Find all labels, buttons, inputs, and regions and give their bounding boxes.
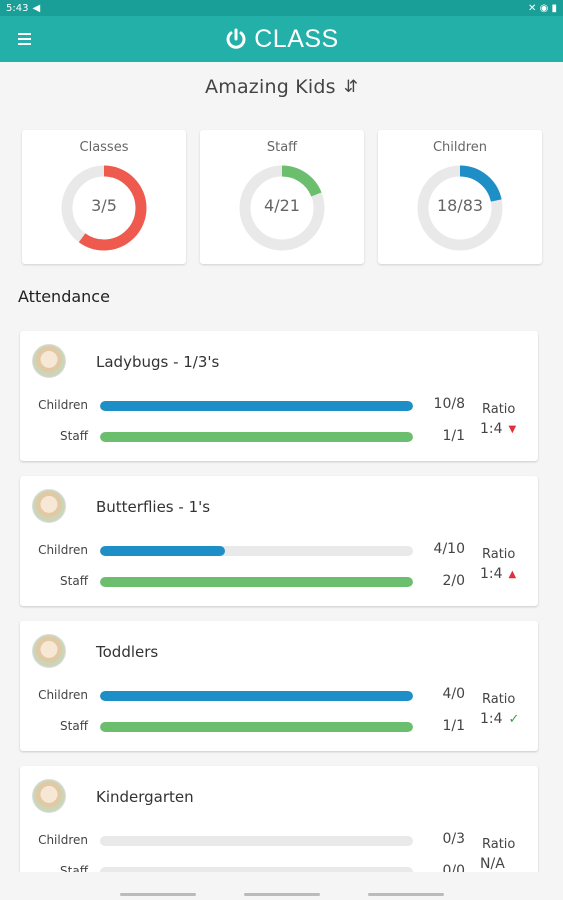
donut-chart xyxy=(239,165,325,251)
class-card[interactable]: Toddlers Children 4/0 Staff 1/1 Ratio 1:… xyxy=(20,621,538,751)
staff-bar xyxy=(100,577,413,587)
staff-bar-fill xyxy=(100,722,413,732)
ratio-label: Ratio xyxy=(482,547,516,562)
ratio-label: Ratio xyxy=(482,837,516,852)
class-avatar xyxy=(32,344,66,378)
ratio-down-icon: ▼ xyxy=(508,423,517,435)
stat-value: 4/21 xyxy=(264,196,300,215)
power-icon xyxy=(226,28,246,49)
stat-label: Children xyxy=(432,140,488,155)
staff-count: 2/0 xyxy=(442,573,465,589)
children-label: Children xyxy=(38,398,88,412)
donut-arc xyxy=(61,165,147,251)
children-label: Children xyxy=(38,543,88,557)
ratio-up-icon: ▲ xyxy=(508,568,517,580)
children-count: 10/8 xyxy=(433,396,465,412)
stat-card-staff[interactable]: Staff 4/21 xyxy=(200,130,364,264)
stat-card-children[interactable]: Children 18/83 xyxy=(378,130,542,264)
ratio-text: 1:4 xyxy=(480,421,503,437)
app-title: CLASS xyxy=(254,24,339,53)
class-avatar xyxy=(32,489,66,523)
children-bar xyxy=(100,691,413,701)
nav-back-pill[interactable] xyxy=(120,893,196,896)
class-avatar xyxy=(32,634,66,668)
children-bar-fill xyxy=(100,691,413,701)
ratio-text: 1:4 xyxy=(480,566,503,582)
children-count: 4/0 xyxy=(442,686,465,702)
children-bar-fill xyxy=(100,546,226,556)
donut-chart xyxy=(61,165,147,251)
staff-bar-fill xyxy=(100,577,413,587)
children-bar-fill xyxy=(100,401,413,411)
staff-bar-fill xyxy=(100,432,413,442)
staff-label: Staff xyxy=(60,574,88,588)
status-icons: ✕ ◉ ▮ xyxy=(528,2,557,14)
children-bar xyxy=(100,546,413,556)
stat-label: Classes xyxy=(79,140,129,155)
staff-label: Staff xyxy=(60,429,88,443)
nav-home-pill[interactable] xyxy=(244,893,320,896)
app-logo: CLASS xyxy=(224,25,338,54)
menu-icon-line xyxy=(18,43,31,45)
class-name: Toddlers xyxy=(96,643,159,661)
ratio-value: 1:4 ✓ xyxy=(480,711,519,727)
children-count: 0/3 xyxy=(442,831,465,847)
stat-value: 3/5 xyxy=(91,196,117,215)
ratio-check-icon: ✓ xyxy=(508,711,520,727)
menu-button[interactable] xyxy=(14,30,36,48)
ratio-label: Ratio xyxy=(482,402,516,417)
children-count: 4/10 xyxy=(433,541,465,557)
class-name: Kindergarten xyxy=(96,788,194,806)
stat-card-classes[interactable]: Classes 3/5 xyxy=(22,130,186,264)
donut-chart xyxy=(417,165,503,251)
staff-bar xyxy=(100,722,413,732)
org-selector[interactable]: Amazing Kids ⇵ xyxy=(0,72,563,102)
org-name: Amazing Kids xyxy=(205,76,336,98)
stat-label: Staff xyxy=(266,140,298,155)
staff-count: 1/1 xyxy=(442,428,465,444)
stat-value: 18/83 xyxy=(436,196,484,215)
staff-label: Staff xyxy=(60,719,88,733)
swap-icon: ⇵ xyxy=(343,77,358,97)
children-label: Children xyxy=(38,688,88,702)
children-bar xyxy=(100,401,413,411)
class-avatar xyxy=(32,779,66,813)
ratio-text: 1:4 xyxy=(480,711,503,727)
menu-icon-line xyxy=(18,33,31,35)
class-name: Ladybugs - 1/3's xyxy=(96,353,220,371)
ratio-value: 1:4 ▲ xyxy=(480,566,516,582)
ratio-label: Ratio xyxy=(482,692,516,707)
menu-icon-line xyxy=(18,38,31,40)
donut-arc xyxy=(239,165,325,251)
staff-bar xyxy=(100,432,413,442)
children-label: Children xyxy=(38,833,88,847)
donut-arc xyxy=(417,165,503,251)
section-title-attendance: Attendance xyxy=(18,287,110,306)
status-time: 5:43 xyxy=(6,2,29,14)
app-bar: CLASS xyxy=(0,16,563,62)
ratio-value: 1:4 ▼ xyxy=(480,421,516,437)
staff-count: 1/1 xyxy=(442,718,465,734)
nav-recents-pill[interactable] xyxy=(368,893,444,896)
nav-arrow-icon: ◀ xyxy=(32,2,41,14)
ratio-text: N/A xyxy=(480,856,505,872)
class-card[interactable]: Butterflies - 1's Children 4/10 Staff 2/… xyxy=(20,476,538,606)
ratio-value: N/A xyxy=(480,856,505,872)
status-bar: 5:43 ◀ ✕ ◉ ▮ xyxy=(0,0,563,16)
children-bar xyxy=(100,836,413,846)
class-card[interactable]: Ladybugs - 1/3's Children 10/8 Staff 1/1… xyxy=(20,331,538,461)
class-name: Butterflies - 1's xyxy=(96,498,211,516)
